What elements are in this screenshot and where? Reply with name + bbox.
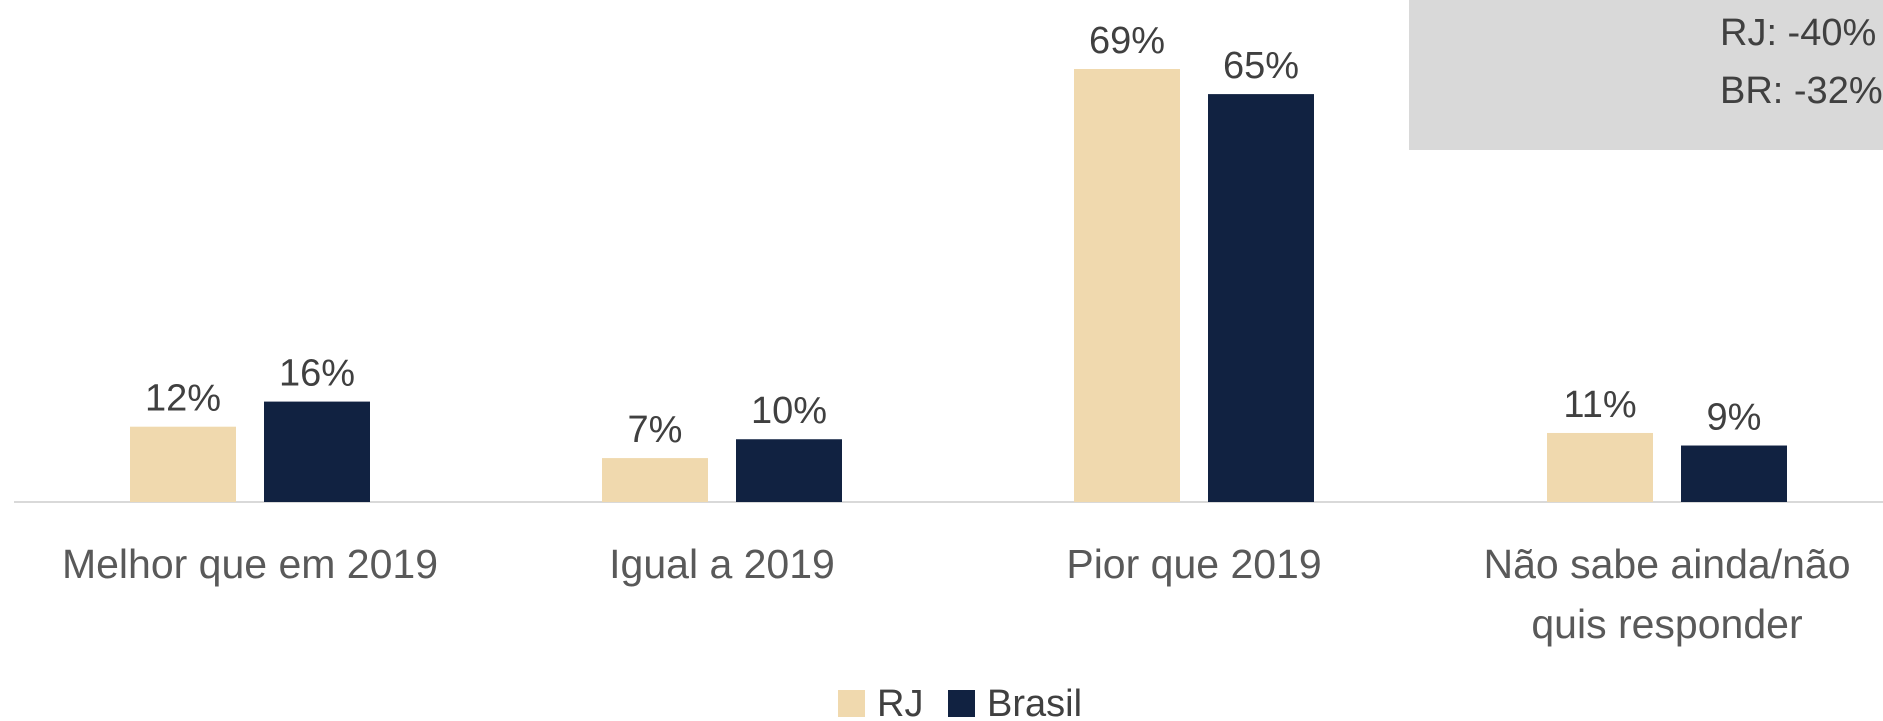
annotation: RJ: -40% bbox=[1720, 12, 1876, 54]
x-tick-label: Melhor que em 2019 bbox=[61, 541, 439, 587]
x-tick-label: Pior que 2019 bbox=[1066, 541, 1322, 587]
bar bbox=[1681, 445, 1787, 502]
annotation: BR: -32% bbox=[1720, 70, 1883, 112]
value-label: 65% bbox=[1223, 45, 1299, 87]
value-label: 16% bbox=[279, 353, 355, 395]
bar bbox=[130, 426, 236, 502]
value-label: 69% bbox=[1089, 20, 1165, 62]
bar bbox=[1208, 94, 1314, 503]
legend-swatch bbox=[948, 690, 975, 717]
value-label: 11% bbox=[1563, 384, 1636, 426]
value-label: 12% bbox=[145, 378, 221, 420]
legend-label: Brasil bbox=[987, 683, 1082, 721]
x-tick-label: Não sabe ainda/não quis responder bbox=[1483, 541, 1851, 647]
x-tick-label: Igual a 2019 bbox=[609, 541, 835, 587]
legend-swatch bbox=[838, 690, 865, 717]
bar bbox=[736, 439, 842, 502]
value-label: 7% bbox=[628, 409, 683, 451]
value-label: 9% bbox=[1707, 397, 1762, 439]
value-label: 10% bbox=[751, 390, 827, 432]
bar bbox=[1074, 69, 1180, 502]
bar bbox=[602, 458, 708, 502]
bar bbox=[1547, 432, 1653, 502]
legend-label: RJ bbox=[877, 683, 923, 721]
bar bbox=[264, 401, 370, 502]
annotation-box bbox=[1409, 0, 1883, 150]
